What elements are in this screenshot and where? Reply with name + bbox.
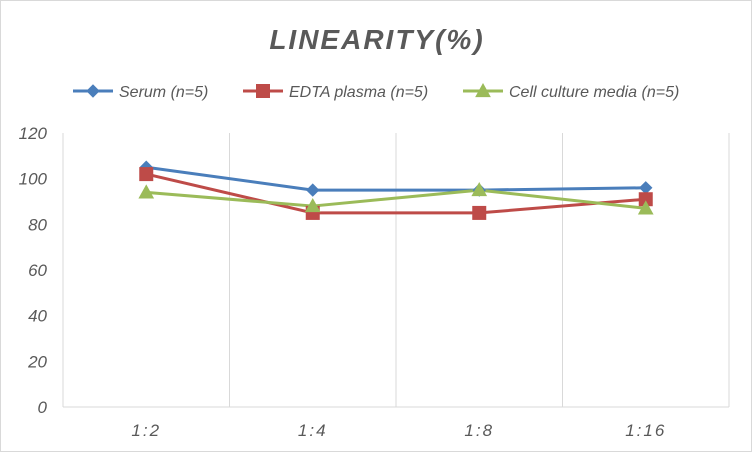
grid bbox=[62, 133, 730, 407]
y-tick-label: 60 bbox=[28, 261, 47, 280]
legend: Serum (n=5) EDTA plasma (n=5) Cell culture… bbox=[73, 82, 679, 101]
axes: 0 20 40 60 80 100 120 1:2 1:4 1:8 1:16 bbox=[19, 124, 729, 440]
legend-marker bbox=[256, 84, 270, 98]
data-point-1-0 bbox=[139, 167, 154, 182]
data-point-0-3 bbox=[639, 181, 653, 195]
data-point-2-1 bbox=[304, 198, 321, 213]
legend-label: Serum (n=5) bbox=[119, 84, 208, 101]
legend-marker bbox=[86, 84, 100, 98]
legend-marker bbox=[475, 82, 491, 98]
data-point-2-3 bbox=[637, 200, 654, 215]
x-tick-label: 1:16 bbox=[625, 421, 666, 440]
y-tick-label: 80 bbox=[28, 215, 47, 234]
data-point-2-2 bbox=[471, 182, 488, 197]
data-point-0-1 bbox=[306, 183, 320, 197]
data-point-1-2 bbox=[472, 205, 487, 220]
series-lines bbox=[138, 160, 654, 220]
legend-label: EDTA plasma (n=5) bbox=[289, 84, 428, 101]
y-tick-label: 100 bbox=[19, 170, 48, 189]
chart-title: LINEARITY(%) bbox=[269, 24, 484, 55]
series-line-0 bbox=[146, 165, 646, 192]
y-tick-label: 120 bbox=[19, 124, 48, 143]
x-tick-label: 1:8 bbox=[464, 421, 494, 440]
x-tick-label: 1:2 bbox=[131, 421, 161, 440]
y-tick-label: 0 bbox=[38, 398, 48, 417]
legend-label: Cell culture media (n=5) bbox=[509, 84, 679, 101]
series-line-2 bbox=[146, 188, 646, 210]
x-tick-label: 1:4 bbox=[298, 421, 328, 440]
data-point-2-0 bbox=[138, 184, 155, 199]
y-tick-label: 20 bbox=[27, 352, 47, 371]
series-line-1 bbox=[145, 172, 646, 215]
y-tick-label: 40 bbox=[28, 307, 47, 326]
